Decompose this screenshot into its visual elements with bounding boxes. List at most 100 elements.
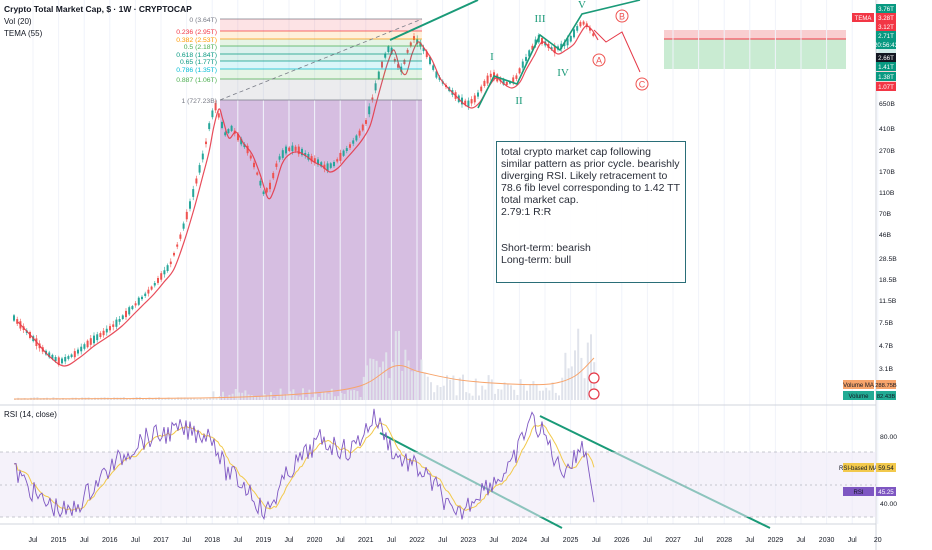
candle-body — [486, 75, 489, 84]
corrective-wave-circle — [615, 9, 629, 23]
candle-body — [185, 211, 188, 220]
time-tick-label: 2023 — [460, 537, 476, 544]
candle-body — [253, 162, 255, 168]
volume-bar — [586, 342, 589, 400]
candle-body — [112, 324, 115, 327]
candle-body — [265, 188, 268, 193]
time-tick-label: Jul — [592, 537, 601, 544]
volume-bar — [433, 392, 436, 400]
candle-body — [93, 335, 95, 344]
volume-bar — [238, 392, 240, 400]
candle-body — [294, 146, 297, 151]
rsi-ma-line — [13, 422, 595, 512]
candle-body — [592, 33, 595, 36]
price-tick-label: 270B — [879, 148, 895, 155]
time-tick-label: Jul — [387, 537, 396, 544]
corrective-wave-label: C — [639, 80, 646, 90]
volume-bar — [161, 398, 164, 400]
volume-bar — [474, 378, 477, 400]
volume-bar — [164, 398, 167, 400]
volume-bar — [401, 370, 404, 400]
rsi-tag-label: RSI — [853, 490, 863, 496]
candle-body — [141, 296, 143, 300]
volume-bar — [407, 360, 410, 400]
fib-band — [220, 79, 422, 100]
tema-tag-bg — [852, 13, 874, 22]
candle-body — [464, 100, 467, 105]
price-badge-bg — [876, 4, 896, 13]
volume-bar — [532, 381, 535, 400]
volume-bar — [343, 393, 346, 400]
candle-body — [365, 120, 367, 124]
candle-body — [115, 319, 118, 327]
rsi-indicator-label[interactable]: RSI (14, close) — [4, 410, 57, 419]
volume-bar — [318, 396, 320, 400]
candle-body — [313, 158, 316, 163]
candle-body — [585, 23, 588, 28]
fib-level-label: 0.236 (2.95T) — [176, 29, 217, 36]
corrective-wave-label: A — [596, 56, 602, 66]
price-tick-label: 18.5B — [879, 277, 897, 284]
candle-body — [192, 189, 195, 197]
price-tick-label: 11.5B — [879, 298, 897, 305]
volume-bar — [455, 395, 458, 400]
candle-body — [176, 244, 179, 247]
volume-bar — [580, 357, 583, 400]
badge-layer: 3.76T TEMA 3.28T 3.12T 2.71T 20:56:43 2.66T 1.4… — [588, 4, 899, 496]
candle-body — [173, 253, 175, 256]
fib-layer: 0 (3.64T) 0.236 (2.95T)0.382 (2.53T)0.5 (… — [176, 17, 423, 105]
candle-body — [201, 153, 204, 160]
candle-body — [214, 103, 217, 111]
stop-zone — [664, 30, 846, 39]
volume-bar — [503, 382, 506, 400]
volume-bar — [551, 382, 554, 400]
volume-bar — [452, 375, 455, 400]
tema-indicator-label[interactable]: TEMA (55) — [4, 29, 43, 38]
volume-bar — [449, 379, 452, 400]
time-tick-label: Jul — [131, 537, 140, 544]
price-badge-label: 1.41T — [878, 64, 894, 71]
candle-body — [217, 113, 220, 118]
time-tick-label: 2018 — [204, 537, 220, 544]
candle-body — [227, 129, 230, 133]
candle-body — [13, 315, 15, 321]
volume-bar — [542, 390, 544, 400]
price-tick-label: 70B — [879, 211, 892, 218]
volume-bar — [68, 398, 71, 400]
price-badge-bg — [876, 82, 896, 91]
candle-body — [166, 265, 169, 271]
volume-bar — [506, 384, 509, 400]
time-tick-label: Jul — [29, 537, 38, 544]
volume-indicator-label[interactable]: Vol (20) — [4, 17, 32, 26]
candle-body — [198, 165, 201, 173]
price-tick-label: 28.5B — [879, 256, 897, 263]
volume-bar — [350, 390, 352, 400]
candle-body — [528, 50, 531, 57]
candle-body — [275, 163, 278, 167]
volume-bar — [420, 359, 423, 400]
volume-bar — [513, 389, 516, 400]
zones-layer — [220, 13, 896, 400]
time-tick-label: Jul — [694, 537, 703, 544]
candle-body — [505, 81, 508, 85]
corrective-wave-circle — [592, 53, 606, 67]
price-badge-label: 3.12T — [878, 24, 894, 31]
volume-bar — [273, 398, 276, 400]
candle-body — [208, 123, 211, 130]
time-tick-label: 2024 — [512, 537, 528, 544]
volume-bar — [423, 372, 426, 400]
annotation-note[interactable]: total crypto market cap following simila… — [496, 141, 686, 283]
volume-bar — [487, 375, 490, 400]
volume-bar — [590, 334, 592, 400]
volume-bar — [190, 397, 192, 400]
volume-bar — [519, 379, 522, 400]
candle-body — [531, 45, 534, 50]
candle-body — [534, 39, 537, 45]
volume-bar — [442, 385, 445, 400]
candle-body — [589, 28, 591, 31]
candle-body — [157, 278, 159, 283]
event-flash-icon — [588, 372, 600, 384]
volume-layer — [13, 328, 596, 400]
volume-bar — [250, 395, 253, 400]
price-badge-value: 3.28T — [878, 15, 894, 22]
